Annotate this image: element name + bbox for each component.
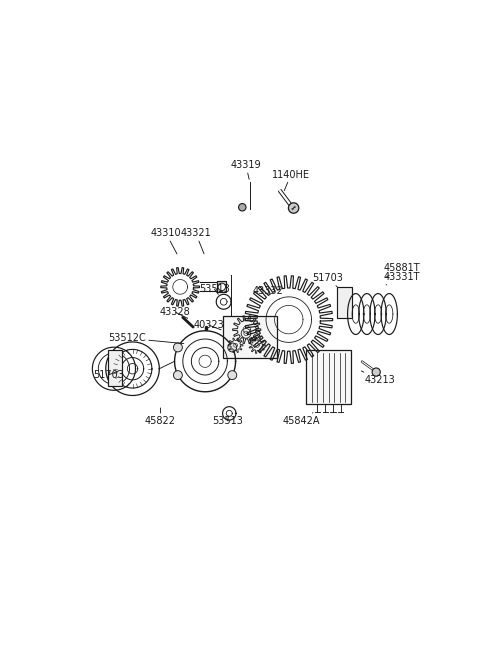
Text: 43310: 43310 <box>151 229 181 254</box>
Circle shape <box>228 343 237 352</box>
Text: 45881T: 45881T <box>384 263 420 277</box>
Circle shape <box>239 204 246 211</box>
Bar <box>108 350 122 386</box>
Text: 53512C: 53512C <box>108 333 184 343</box>
Circle shape <box>218 283 226 291</box>
Circle shape <box>372 368 380 376</box>
Bar <box>217 281 226 293</box>
Circle shape <box>173 343 182 352</box>
Text: 1140HE: 1140HE <box>272 170 310 191</box>
Text: 43328: 43328 <box>160 307 191 318</box>
Circle shape <box>228 371 237 380</box>
Text: 43319: 43319 <box>231 160 261 179</box>
Bar <box>337 288 352 318</box>
Text: 43331T: 43331T <box>384 272 420 285</box>
Text: 45842A: 45842A <box>283 413 321 426</box>
Text: 53513: 53513 <box>212 416 243 426</box>
Text: 45822: 45822 <box>145 408 176 426</box>
Text: 53513: 53513 <box>199 284 230 294</box>
Text: 43321: 43321 <box>180 229 211 253</box>
Circle shape <box>173 371 182 380</box>
Bar <box>223 316 276 358</box>
Text: 40323: 40323 <box>193 320 224 330</box>
Text: 43332: 43332 <box>253 286 284 299</box>
Text: 43213: 43213 <box>361 371 396 385</box>
Text: 51703: 51703 <box>94 369 124 380</box>
Bar <box>306 350 351 404</box>
Text: 51703: 51703 <box>312 273 343 287</box>
Circle shape <box>288 203 299 214</box>
